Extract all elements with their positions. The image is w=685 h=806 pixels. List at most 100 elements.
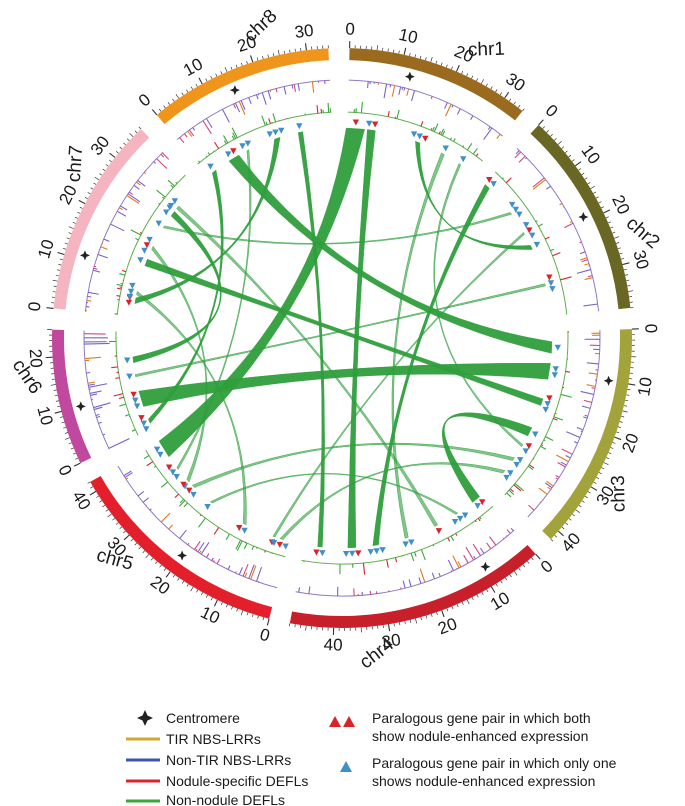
- paralog-one-triangle: [278, 127, 285, 134]
- legend-label-non-nodule-defl: Non-nodule DEFLs: [166, 792, 285, 806]
- chr3-tick: [590, 486, 598, 491]
- paralog-one-triangle: [533, 241, 541, 248]
- chr3-tick: [606, 457, 610, 460]
- chr5-density-bar: [124, 472, 133, 478]
- paralog-one-triangle: [190, 491, 197, 498]
- chr2-tick: [605, 216, 609, 219]
- chr5-density-bar: [137, 491, 145, 497]
- paralog-one-triangle: [522, 222, 530, 229]
- chr3-tick-label: 0: [641, 323, 660, 333]
- chr1-tick: [485, 83, 488, 87]
- chr5-defl-bar: [235, 539, 242, 550]
- chr4-tick: [415, 618, 418, 624]
- chr2-tick: [621, 258, 625, 260]
- chr5-track-baseline: [117, 465, 278, 589]
- chr7-density-bar: [161, 152, 170, 160]
- chr3-tick: [584, 495, 588, 499]
- chr4-tick: [495, 583, 498, 587]
- paralog-both-triangle: [130, 391, 137, 398]
- chr7-density-bar: [153, 161, 156, 164]
- chr7-density-bar: [128, 191, 133, 195]
- chr3-tick: [623, 405, 628, 407]
- chr7-tick: [99, 173, 103, 176]
- chr7-tick: [119, 146, 123, 150]
- paralog-both-triangle: [236, 524, 243, 531]
- chr3-tracks: [504, 330, 601, 518]
- chr2-defl-bar: [550, 248, 555, 252]
- chr6-density-bar: [98, 421, 102, 424]
- chr1-tick: [480, 79, 484, 84]
- chr3-density-bar: [586, 384, 596, 387]
- chr8-defl-bar: [231, 127, 238, 138]
- chr5-tick: [165, 571, 171, 578]
- chr7-tick: [58, 264, 62, 266]
- chr1-density-bar: [430, 96, 433, 100]
- chr3-density-bar: [583, 416, 588, 419]
- chr3-defl-bar: [532, 458, 535, 460]
- chr5-tick: [119, 526, 123, 530]
- synteny-links: [132, 127, 553, 549]
- chr5-tick: [225, 604, 228, 608]
- chr8-tick: [172, 98, 175, 102]
- chr1-tick: [513, 101, 516, 105]
- chr7-defl-bar: [175, 181, 178, 184]
- chr4-tick: [288, 623, 291, 627]
- chr4-tick: [486, 589, 489, 593]
- chr3-density-bar: [591, 387, 596, 389]
- paralog-one-triangle: [544, 401, 551, 408]
- paralog-one-triangle: [319, 550, 326, 557]
- chr5-tick: [123, 534, 130, 541]
- chr1-tracks: [347, 79, 503, 162]
- chr8-defl-bar: [272, 113, 277, 123]
- chr3-tick: [596, 476, 600, 480]
- chr3-density-bar: [555, 477, 559, 480]
- chr4-tick: [490, 586, 496, 593]
- chr7-tick: [56, 269, 61, 271]
- paralog-one-triangle: [547, 280, 555, 287]
- chr6-centromere-icon: [75, 401, 86, 412]
- paralog-one-triangle: [460, 156, 467, 163]
- chr7-defl-bar: [139, 232, 142, 234]
- chr3-defl-bar: [543, 439, 546, 442]
- legend: Centromere TIR NBS-LRRs Non-TIR NBS-LRRs…: [126, 710, 617, 806]
- paralog-one-triangle: [503, 474, 510, 481]
- chr8-tick: [246, 60, 248, 64]
- chr2-tick: [619, 252, 623, 255]
- chr3-tick: [593, 481, 597, 484]
- chr5-density-bar: [160, 512, 171, 523]
- chr1-tick: [414, 54, 416, 58]
- chr5-density-bar: [199, 550, 202, 554]
- chr5-tick: [186, 583, 189, 587]
- chr2-label: chr2: [622, 213, 664, 253]
- chr7-tick: [138, 126, 142, 130]
- chr5-tick: [231, 606, 233, 610]
- chr2-tick-label: 20: [608, 192, 633, 217]
- chr3-tick: [561, 526, 565, 530]
- chr7-tick: [84, 196, 88, 200]
- chr2-density-bar: [583, 303, 598, 307]
- chr1-tick: [440, 62, 443, 66]
- chr7-density-bar: [100, 246, 108, 250]
- chr8-density-bar: [222, 109, 230, 123]
- chr5-tick-label: 0: [258, 625, 272, 646]
- paralog-both-triangle: [422, 135, 429, 142]
- chr2-tick-label: 30: [629, 248, 652, 271]
- chr2-tick: [568, 154, 572, 158]
- synteny-link: [148, 169, 224, 424]
- chr8-density-bar: [291, 84, 294, 89]
- chr5-density-bar: [125, 477, 129, 480]
- chr4-tick: [398, 622, 401, 626]
- chr8-tick: [283, 50, 286, 54]
- chr2-density-bar: [579, 241, 582, 244]
- paralog-one-triangle: [207, 163, 214, 170]
- chr4-tick: [509, 574, 512, 578]
- chr3-density-bar: [566, 431, 581, 439]
- chr5-density-bar: [193, 541, 201, 550]
- paralog-one-triangle: [461, 512, 469, 519]
- chr2-density-bar: [579, 251, 586, 255]
- paralog-both-triangle: [276, 541, 284, 548]
- chr1-defl-bar: [438, 131, 441, 135]
- paralog-one-triangle: [516, 211, 523, 218]
- chr3-tick: [608, 452, 612, 455]
- chr8-density-bar: [248, 97, 252, 104]
